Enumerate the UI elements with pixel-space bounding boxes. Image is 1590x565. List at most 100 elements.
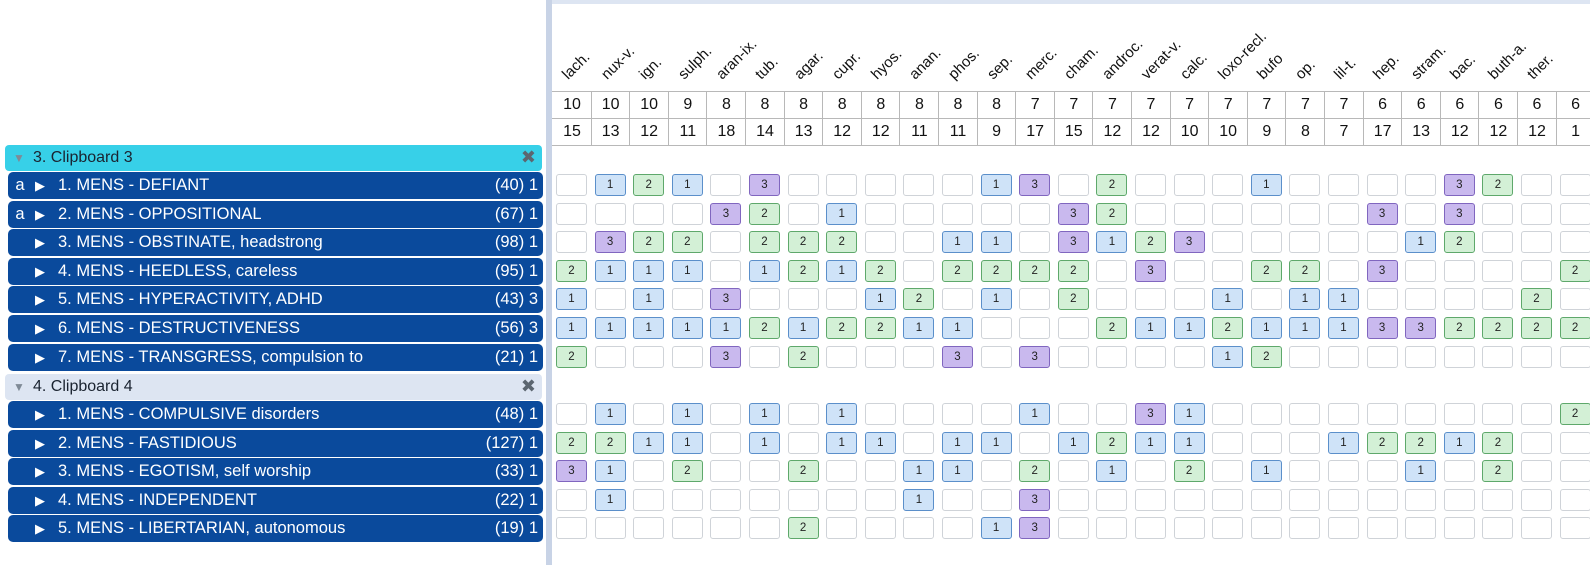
remedy-name[interactable]: calc. bbox=[1176, 49, 1211, 83]
grade-cell[interactable] bbox=[1366, 403, 1398, 425]
grade-cell[interactable]: 2 bbox=[787, 231, 819, 254]
grade-cell[interactable] bbox=[1173, 202, 1205, 225]
grade-cell[interactable]: 1 bbox=[1289, 288, 1321, 311]
grade-cell[interactable]: 1 bbox=[633, 317, 665, 339]
grade-cell[interactable] bbox=[903, 174, 935, 196]
grade-cell[interactable]: 1 bbox=[826, 259, 858, 282]
grade-cell[interactable] bbox=[1289, 174, 1321, 196]
grade-cell[interactable] bbox=[1405, 345, 1437, 368]
grade-cell[interactable] bbox=[1212, 517, 1244, 540]
grade-cell[interactable]: 1 bbox=[594, 488, 626, 511]
grade-cell[interactable]: 1 bbox=[594, 460, 626, 483]
grade-cell[interactable]: 2 bbox=[787, 259, 819, 282]
grade-cell[interactable]: 1 bbox=[1289, 317, 1321, 339]
rubric-row[interactable]: ▶ 5. MENS - HYPERACTIVITY, ADHD (43) 3 bbox=[8, 286, 543, 314]
grade-cell[interactable]: 2 bbox=[1057, 259, 1089, 282]
close-icon[interactable]: ✖ bbox=[520, 147, 536, 167]
grade-cell[interactable]: 2 bbox=[1482, 431, 1514, 454]
grade-cell[interactable]: 1 bbox=[1328, 317, 1359, 339]
expand-arrow-icon[interactable]: ▶ bbox=[35, 407, 45, 422]
grade-cell[interactable] bbox=[671, 517, 703, 540]
grade-cell[interactable] bbox=[1328, 517, 1359, 540]
remedy-name[interactable]: sep. bbox=[983, 50, 1016, 83]
grade-cell[interactable] bbox=[1096, 345, 1128, 368]
grade-cell[interactable] bbox=[1366, 231, 1398, 254]
grade-cell[interactable] bbox=[1443, 488, 1475, 511]
grade-cell[interactable] bbox=[556, 202, 587, 225]
grade-cell[interactable] bbox=[1250, 488, 1282, 511]
remedy-name[interactable]: cham. bbox=[1060, 42, 1102, 83]
grade-cell[interactable]: 2 bbox=[787, 460, 819, 483]
grade-cell[interactable] bbox=[942, 202, 973, 225]
grade-cell[interactable] bbox=[903, 202, 935, 225]
grade-cell[interactable] bbox=[1250, 288, 1282, 311]
grade-cell[interactable]: 2 bbox=[633, 231, 665, 254]
grade-cell[interactable] bbox=[787, 403, 819, 425]
grade-cell[interactable] bbox=[1521, 517, 1552, 540]
grade-cell[interactable]: 2 bbox=[1559, 403, 1590, 425]
grade-cell[interactable] bbox=[1212, 488, 1244, 511]
grade-cell[interactable]: 2 bbox=[1443, 317, 1475, 339]
grade-cell[interactable] bbox=[1096, 488, 1128, 511]
grade-cell[interactable]: 2 bbox=[1019, 460, 1051, 483]
grade-cell[interactable] bbox=[633, 517, 665, 540]
grade-cell[interactable]: 1 bbox=[980, 288, 1012, 311]
grade-cell[interactable]: 1 bbox=[1135, 317, 1166, 339]
grade-cell[interactable]: 1 bbox=[594, 259, 626, 282]
grade-cell[interactable]: 3 bbox=[1366, 317, 1398, 339]
grade-cell[interactable] bbox=[594, 202, 626, 225]
grade-cell[interactable]: 3 bbox=[1135, 259, 1166, 282]
grade-cell[interactable] bbox=[1559, 288, 1590, 311]
grade-cell[interactable] bbox=[864, 517, 896, 540]
grade-cell[interactable] bbox=[1328, 488, 1359, 511]
grade-cell[interactable] bbox=[633, 345, 665, 368]
expand-arrow-icon[interactable]: ▶ bbox=[35, 521, 45, 537]
remedy-name[interactable]: sulph. bbox=[674, 42, 716, 83]
grade-cell[interactable] bbox=[1366, 460, 1398, 483]
grade-cell[interactable]: 1 bbox=[864, 288, 896, 311]
grade-cell[interactable] bbox=[980, 345, 1012, 368]
grade-cell[interactable] bbox=[826, 174, 858, 196]
grade-cell[interactable] bbox=[1521, 202, 1552, 225]
grade-cell[interactable]: 3 bbox=[749, 174, 780, 196]
grade-cell[interactable]: 2 bbox=[826, 231, 858, 254]
grade-cell[interactable]: 3 bbox=[1057, 202, 1089, 225]
grade-cell[interactable] bbox=[1405, 288, 1437, 311]
grade-cell[interactable]: 1 bbox=[980, 431, 1012, 454]
grade-cell[interactable]: 2 bbox=[556, 345, 587, 368]
grade-cell[interactable]: 1 bbox=[710, 317, 742, 339]
grade-cell[interactable] bbox=[864, 460, 896, 483]
grade-cell[interactable] bbox=[864, 488, 896, 511]
grade-cell[interactable] bbox=[1559, 231, 1590, 254]
grade-cell[interactable] bbox=[1482, 288, 1514, 311]
grade-cell[interactable]: 3 bbox=[1366, 202, 1398, 225]
grade-cell[interactable] bbox=[1057, 345, 1089, 368]
grade-cell[interactable]: 1 bbox=[671, 317, 703, 339]
grade-cell[interactable] bbox=[980, 460, 1012, 483]
grade-cell[interactable] bbox=[1173, 174, 1205, 196]
grade-cell[interactable] bbox=[980, 202, 1012, 225]
grade-cell[interactable]: 1 bbox=[749, 431, 780, 454]
remedy-name[interactable]: phos. bbox=[944, 45, 983, 83]
grade-cell[interactable]: 1 bbox=[903, 460, 935, 483]
grade-cell[interactable] bbox=[903, 259, 935, 282]
grade-cell[interactable] bbox=[1443, 460, 1475, 483]
grade-cell[interactable] bbox=[1135, 345, 1166, 368]
grade-cell[interactable]: 1 bbox=[1250, 174, 1282, 196]
remedy-name[interactable]: ther. bbox=[1523, 50, 1557, 83]
grade-cell[interactable]: 1 bbox=[671, 259, 703, 282]
grade-cell[interactable]: 1 bbox=[671, 431, 703, 454]
grade-cell[interactable] bbox=[1521, 460, 1552, 483]
grade-cell[interactable] bbox=[903, 517, 935, 540]
grade-cell[interactable]: 2 bbox=[1096, 431, 1128, 454]
grade-cell[interactable] bbox=[1135, 174, 1166, 196]
grade-cell[interactable] bbox=[1521, 403, 1552, 425]
grade-cell[interactable] bbox=[1482, 488, 1514, 511]
grade-cell[interactable]: 1 bbox=[980, 231, 1012, 254]
rubric-row[interactable]: ▶ 3. MENS - OBSTINATE, headstrong (98) 1 bbox=[8, 229, 543, 257]
grade-cell[interactable] bbox=[1559, 174, 1590, 196]
grade-cell[interactable] bbox=[671, 345, 703, 368]
grade-cell[interactable]: 1 bbox=[1405, 460, 1437, 483]
grade-cell[interactable] bbox=[1212, 231, 1244, 254]
grade-cell[interactable]: 1 bbox=[1250, 317, 1282, 339]
